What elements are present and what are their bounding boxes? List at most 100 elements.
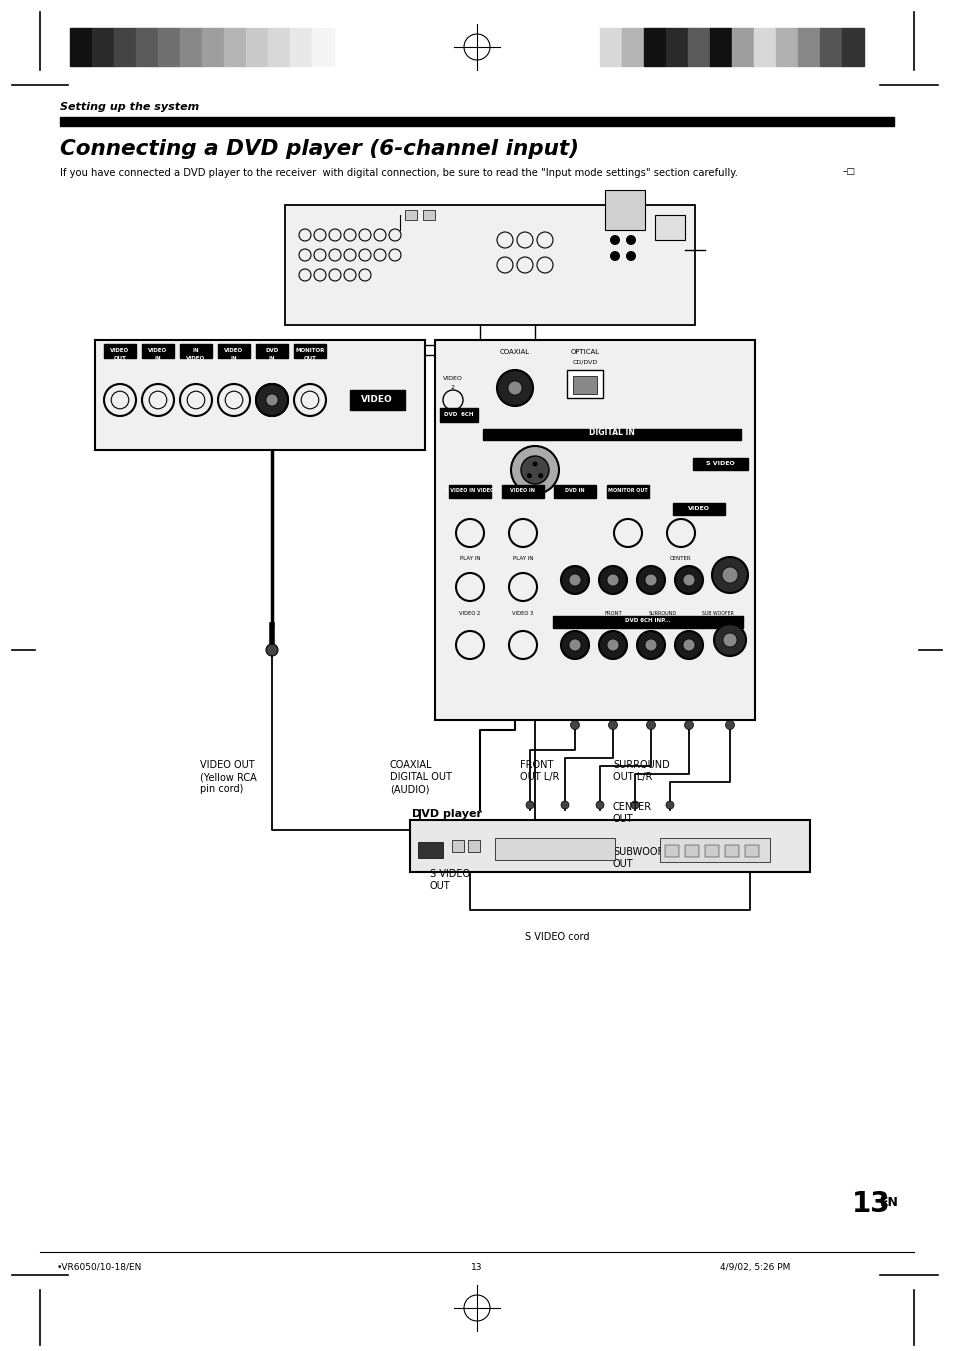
Text: 13: 13 bbox=[851, 1190, 890, 1219]
Circle shape bbox=[609, 235, 619, 245]
Text: VIDEO: VIDEO bbox=[186, 357, 205, 361]
Text: SUBWOOFER: SUBWOOFER bbox=[613, 847, 676, 857]
Circle shape bbox=[520, 457, 548, 484]
Text: VIDEO: VIDEO bbox=[111, 349, 130, 353]
Text: •VR6050/10-18/EN: •VR6050/10-18/EN bbox=[57, 1263, 142, 1273]
Bar bbox=[136, 28, 158, 66]
Bar bbox=[744, 844, 759, 857]
Text: EN: EN bbox=[879, 1196, 898, 1209]
Text: PLAY IN: PLAY IN bbox=[459, 557, 479, 561]
Bar bbox=[664, 844, 679, 857]
Text: VIDEO IN: VIDEO IN bbox=[510, 488, 535, 493]
Circle shape bbox=[606, 574, 618, 586]
Circle shape bbox=[497, 370, 533, 407]
Circle shape bbox=[675, 631, 702, 659]
Bar bbox=[797, 28, 820, 66]
Text: S VIDEO cord: S VIDEO cord bbox=[524, 932, 589, 942]
Text: If you have connected a DVD player to the receiver  with digital connection, be : If you have connected a DVD player to th… bbox=[60, 168, 738, 178]
Text: (Yellow RCA: (Yellow RCA bbox=[200, 771, 256, 782]
Bar bbox=[312, 28, 334, 66]
Circle shape bbox=[511, 446, 558, 494]
Bar bbox=[643, 28, 665, 66]
Circle shape bbox=[682, 574, 695, 586]
Circle shape bbox=[609, 251, 619, 261]
Text: SUB WOOFER: SUB WOOFER bbox=[701, 611, 733, 616]
Circle shape bbox=[721, 567, 738, 584]
Circle shape bbox=[507, 381, 521, 394]
Text: VIDEO: VIDEO bbox=[361, 394, 393, 404]
Bar bbox=[113, 28, 136, 66]
Text: VIDEO 2: VIDEO 2 bbox=[458, 611, 480, 616]
Circle shape bbox=[724, 720, 734, 730]
Text: IN: IN bbox=[269, 357, 275, 361]
Text: CENTER: CENTER bbox=[613, 802, 652, 812]
Bar bbox=[566, 370, 602, 399]
Circle shape bbox=[684, 720, 693, 730]
Bar bbox=[655, 215, 684, 240]
Text: 4/9/02, 5:26 PM: 4/9/02, 5:26 PM bbox=[720, 1263, 789, 1273]
Circle shape bbox=[266, 644, 277, 657]
Bar bbox=[422, 209, 435, 220]
Bar bbox=[246, 28, 268, 66]
Circle shape bbox=[560, 566, 588, 594]
Bar bbox=[417, 842, 442, 858]
Bar bbox=[202, 28, 224, 66]
Bar bbox=[95, 340, 424, 450]
Bar bbox=[405, 209, 416, 220]
Bar bbox=[659, 838, 769, 862]
Circle shape bbox=[532, 462, 537, 466]
Bar bbox=[285, 205, 695, 326]
Bar bbox=[410, 820, 809, 871]
Text: S VIDEO: S VIDEO bbox=[705, 461, 734, 466]
Circle shape bbox=[644, 639, 657, 651]
Bar bbox=[621, 28, 643, 66]
Text: COAXIAL: COAXIAL bbox=[390, 761, 432, 770]
Bar bbox=[573, 376, 597, 394]
Text: CENTER: CENTER bbox=[670, 557, 691, 561]
Bar bbox=[501, 485, 543, 499]
Circle shape bbox=[722, 634, 737, 647]
Text: IN: IN bbox=[231, 357, 237, 361]
Circle shape bbox=[537, 473, 542, 478]
Text: OPTICAL: OPTICAL bbox=[570, 349, 598, 355]
Text: (AUDIO): (AUDIO) bbox=[390, 784, 429, 794]
Text: IN: IN bbox=[193, 349, 199, 353]
Text: OUT: OUT bbox=[613, 815, 633, 824]
Bar bbox=[820, 28, 841, 66]
Text: OUT: OUT bbox=[113, 357, 127, 361]
Text: OUT: OUT bbox=[303, 357, 316, 361]
Circle shape bbox=[646, 720, 655, 730]
Circle shape bbox=[266, 394, 277, 407]
Bar bbox=[142, 345, 173, 358]
Circle shape bbox=[713, 624, 745, 657]
Text: DIGITAL IN: DIGITAL IN bbox=[588, 428, 635, 436]
Text: OUT L/R: OUT L/R bbox=[519, 771, 558, 782]
Text: S VIDEO IN VIDEO: S VIDEO IN VIDEO bbox=[445, 488, 494, 493]
Circle shape bbox=[637, 631, 664, 659]
Circle shape bbox=[625, 235, 636, 245]
Text: DVD 6CH INP...: DVD 6CH INP... bbox=[624, 617, 670, 623]
Circle shape bbox=[637, 566, 664, 594]
Bar bbox=[841, 28, 863, 66]
Bar bbox=[104, 345, 136, 358]
Text: Connecting a DVD player (6-channel input): Connecting a DVD player (6-channel input… bbox=[60, 139, 578, 159]
Circle shape bbox=[598, 631, 626, 659]
Text: VIDEO 3: VIDEO 3 bbox=[512, 611, 533, 616]
Bar bbox=[435, 340, 754, 720]
Text: OUT L/R: OUT L/R bbox=[613, 771, 652, 782]
Bar bbox=[606, 485, 648, 499]
Text: VIDEO: VIDEO bbox=[442, 376, 462, 381]
Circle shape bbox=[606, 639, 618, 651]
Bar bbox=[684, 844, 699, 857]
Bar bbox=[599, 28, 621, 66]
Circle shape bbox=[525, 801, 534, 809]
Bar bbox=[290, 28, 312, 66]
Bar bbox=[731, 28, 753, 66]
Circle shape bbox=[560, 631, 588, 659]
Bar bbox=[350, 390, 405, 409]
Circle shape bbox=[255, 384, 288, 416]
Text: 13: 13 bbox=[471, 1263, 482, 1273]
Text: DVD IN: DVD IN bbox=[564, 488, 584, 493]
Text: OUT: OUT bbox=[613, 859, 633, 869]
Text: DVD: DVD bbox=[265, 349, 278, 353]
